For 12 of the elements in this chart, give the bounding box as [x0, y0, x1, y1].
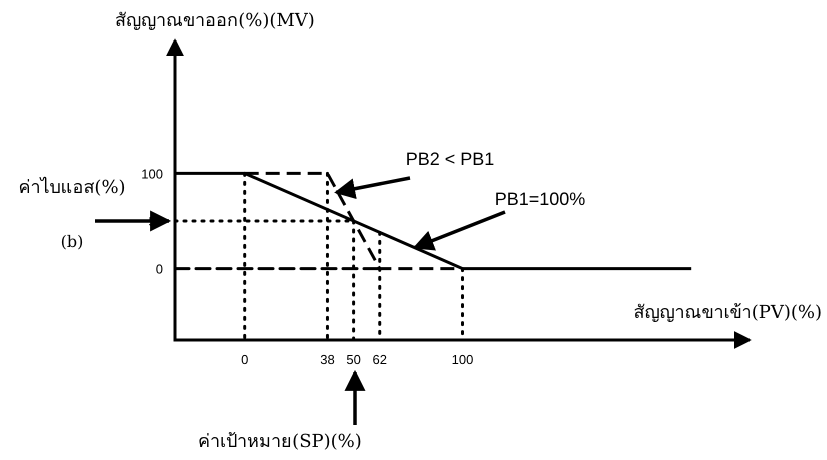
x-tick-label: 50 — [346, 352, 361, 367]
annotation: ค่าเป้าหมาย(SP)(%) — [198, 431, 362, 452]
x-axis-title: สัญญาณขาเข้า(PV)(%) — [634, 302, 822, 323]
annotation: ค่าไบแอส(%) — [18, 177, 126, 198]
x-tick-label: 62 — [372, 352, 387, 367]
x-tick-label: 100 — [452, 352, 474, 367]
x-tick-label: 38 — [320, 352, 335, 367]
x-tick-label: 0 — [241, 352, 248, 367]
annotation: PB1=100% — [494, 189, 586, 209]
annotation: (b) — [60, 232, 84, 251]
y-axis-title: สัญญาณขาออก(%)(MV) — [115, 10, 315, 31]
annotation: PB2 < PB1 — [406, 149, 494, 169]
